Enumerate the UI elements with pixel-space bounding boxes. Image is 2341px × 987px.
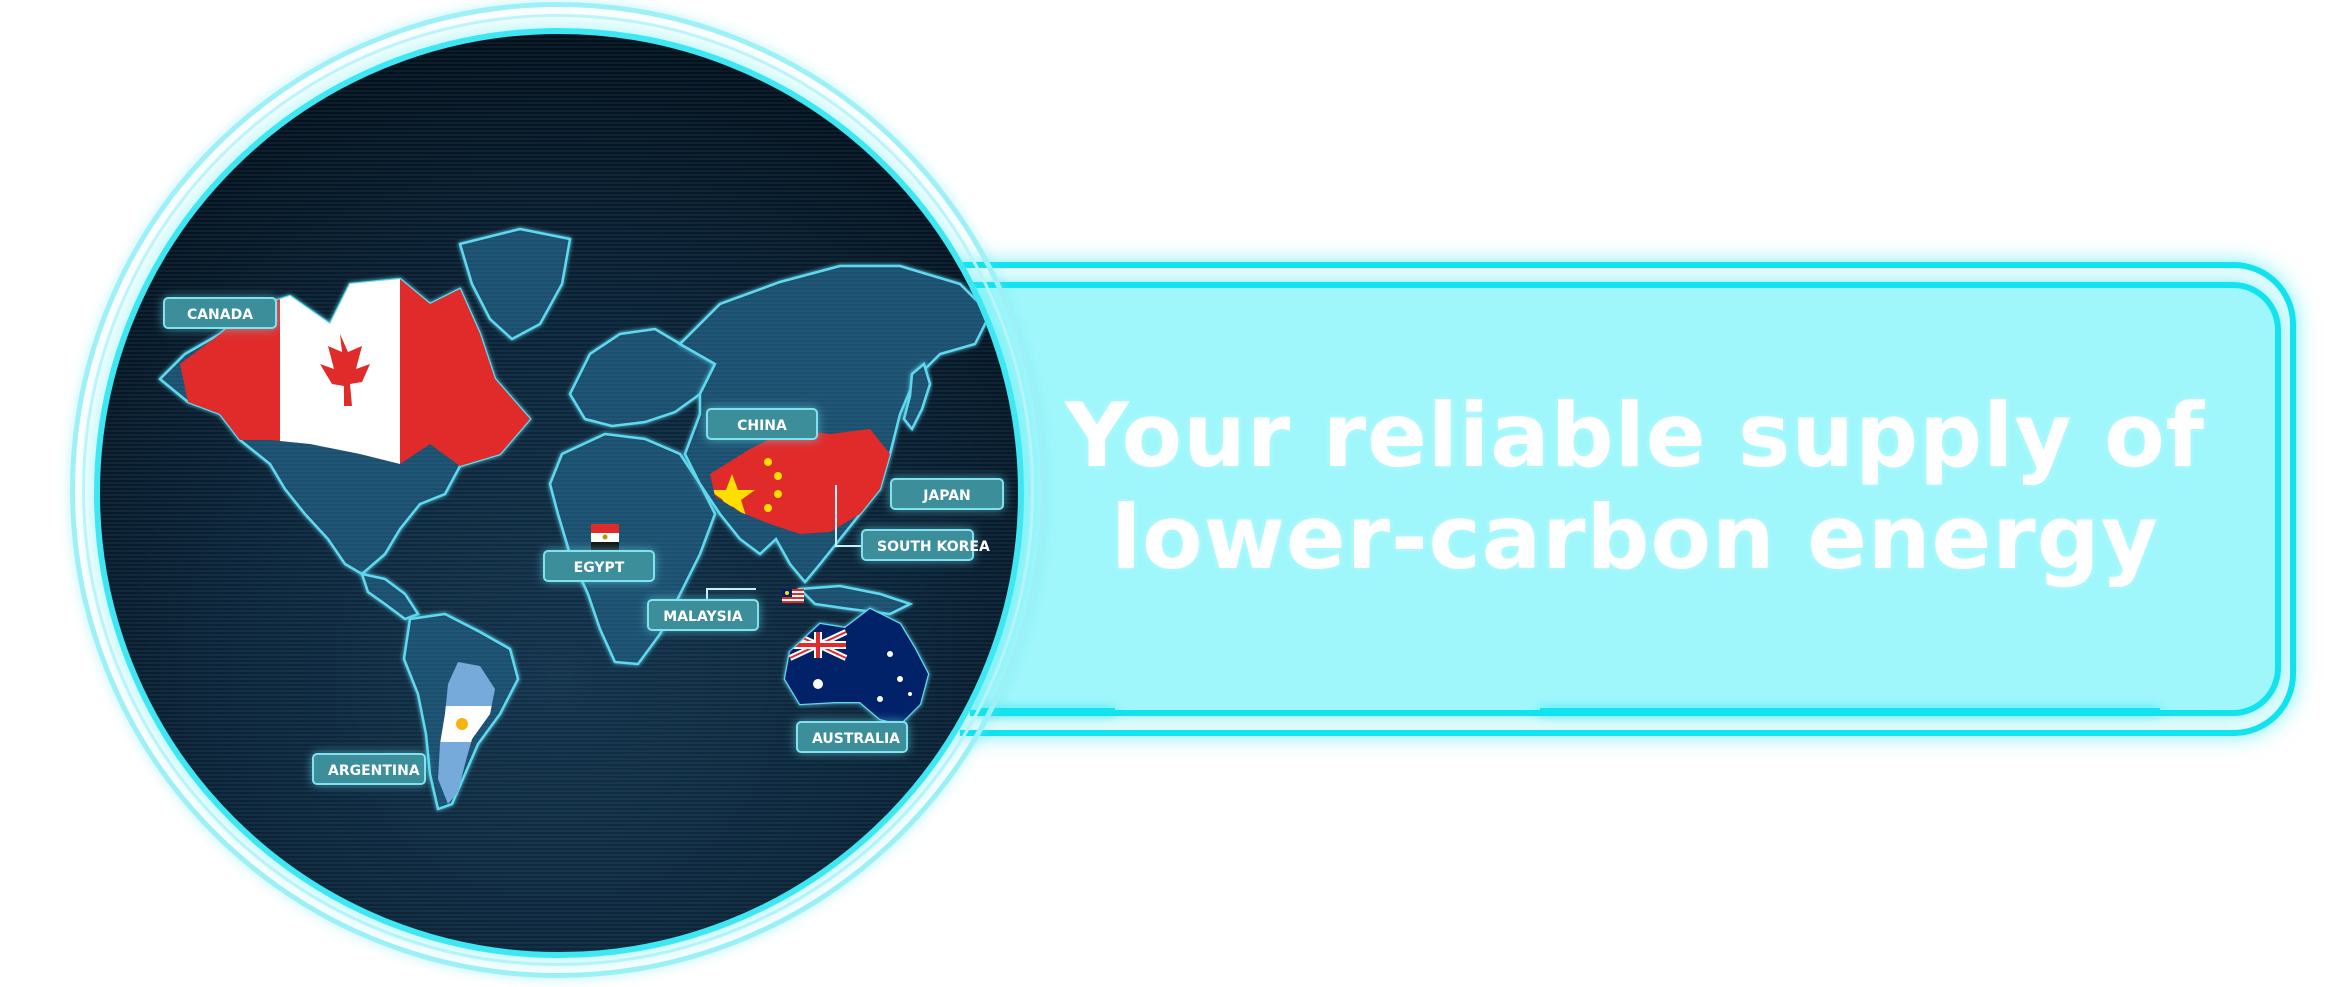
label-canada: CANADA — [163, 297, 277, 329]
banner-underline-left — [980, 708, 1115, 715]
inner-ring — [82, 14, 1034, 966]
outer-ring — [70, 2, 1046, 978]
label-malaysia: MALAYSIA — [647, 599, 759, 631]
world-map-circle — [94, 28, 1024, 958]
label-south-korea: SOUTH KOREA — [861, 529, 990, 561]
banner-underline-right — [1540, 708, 2160, 715]
label-australia: AUSTRALIA — [796, 721, 908, 753]
label-argentina: ARGENTINA — [312, 753, 426, 785]
malaysia-leader-horizontal — [706, 588, 756, 590]
label-china: CHINA — [706, 408, 818, 440]
banner-panel — [970, 282, 2281, 716]
headline: Your reliable supply of lower-carbon ene… — [1040, 385, 2230, 589]
world-map — [100, 34, 1018, 952]
egypt-flag — [591, 524, 619, 551]
malaysia-flag — [782, 589, 804, 603]
malaysia-leader-vertical — [706, 588, 708, 604]
south-korea-leader-vertical — [835, 485, 837, 547]
banner-outer-frame — [960, 262, 2296, 736]
south-korea-leader-horizontal — [835, 545, 861, 547]
headline-line-2: lower-carbon energy — [1111, 486, 2159, 589]
label-egypt: EGYPT — [543, 550, 655, 582]
headline-line-1: Your reliable supply of — [1065, 384, 2205, 487]
label-japan: JAPAN — [890, 478, 1004, 510]
scanline-texture — [100, 34, 1018, 952]
